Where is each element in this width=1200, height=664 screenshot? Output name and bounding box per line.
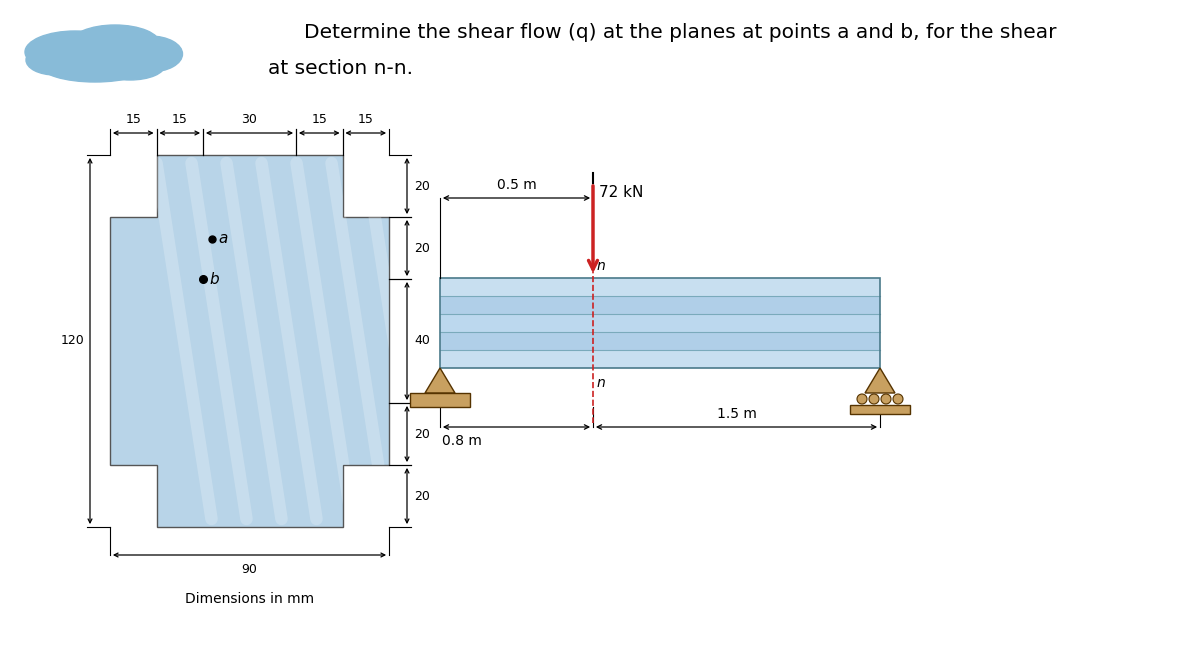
Circle shape xyxy=(869,394,878,404)
Bar xyxy=(440,278,880,368)
Polygon shape xyxy=(865,368,895,393)
Text: at section n-n.: at section n-n. xyxy=(268,58,413,78)
Bar xyxy=(410,393,470,407)
Text: 72 kN: 72 kN xyxy=(599,185,643,200)
Text: 40: 40 xyxy=(414,335,430,347)
Bar xyxy=(440,350,880,368)
Text: 0.5 m: 0.5 m xyxy=(497,178,536,192)
Text: 0.8 m: 0.8 m xyxy=(442,434,482,448)
Ellipse shape xyxy=(25,31,125,73)
Text: 15: 15 xyxy=(172,113,187,126)
Text: 20: 20 xyxy=(414,179,430,193)
Ellipse shape xyxy=(70,25,160,63)
Text: 90: 90 xyxy=(241,563,258,576)
Text: $b$: $b$ xyxy=(209,271,220,287)
Text: Determine the shear flow (q) at the planes at points a and b, for the shear: Determine the shear flow (q) at the plan… xyxy=(304,23,1056,42)
Ellipse shape xyxy=(26,45,84,75)
Circle shape xyxy=(893,394,904,404)
Text: Dimensions in mm: Dimensions in mm xyxy=(185,592,314,606)
Text: $n$: $n$ xyxy=(596,376,606,390)
Bar xyxy=(440,314,880,332)
Bar xyxy=(440,332,880,350)
Text: 15: 15 xyxy=(311,113,328,126)
Polygon shape xyxy=(110,155,389,527)
Bar xyxy=(850,405,910,414)
Text: 30: 30 xyxy=(241,113,258,126)
Text: 20: 20 xyxy=(414,489,430,503)
Text: $n$: $n$ xyxy=(596,259,606,273)
Bar xyxy=(440,296,880,314)
Text: $a$: $a$ xyxy=(218,231,229,246)
Ellipse shape xyxy=(40,48,150,82)
Bar xyxy=(440,278,880,296)
Ellipse shape xyxy=(95,50,166,80)
Circle shape xyxy=(881,394,890,404)
Text: 20: 20 xyxy=(414,428,430,440)
Polygon shape xyxy=(425,368,455,393)
Text: 1.5 m: 1.5 m xyxy=(716,407,756,421)
Circle shape xyxy=(857,394,866,404)
Text: 15: 15 xyxy=(125,113,142,126)
Text: 120: 120 xyxy=(60,335,84,347)
Ellipse shape xyxy=(118,36,182,72)
Text: 20: 20 xyxy=(414,242,430,254)
Text: 15: 15 xyxy=(358,113,373,126)
